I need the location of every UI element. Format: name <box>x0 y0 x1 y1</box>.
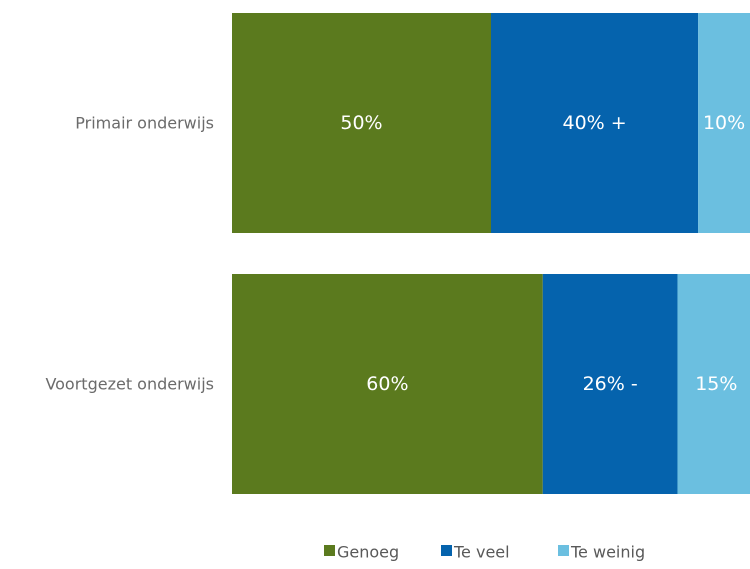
legend-swatch-te-weinig <box>558 545 569 556</box>
legend-label-te-weinig: Te weinig <box>570 543 645 562</box>
category-label-voortgezet-onderwijs: Voortgezet onderwijs <box>45 375 214 394</box>
bar-primair-onderwijs-genoeg <box>232 13 491 233</box>
legend-swatch-genoeg <box>324 545 335 556</box>
legend-label-te-veel: Te veel <box>453 543 510 562</box>
legend-label-genoeg: Genoeg <box>337 543 399 562</box>
data-label-voortgezet-onderwijs-genoeg: 60% <box>366 373 408 395</box>
bar-primair-onderwijs-te-weinig <box>698 13 750 233</box>
legend-swatch-te-veel <box>441 545 452 556</box>
bar-primair-onderwijs-te-veel <box>491 13 699 233</box>
data-label-voortgezet-onderwijs-te-weinig: 15% <box>695 373 737 395</box>
bar-voortgezet-onderwijs-te-weinig <box>677 274 750 494</box>
data-label-primair-onderwijs-te-veel: 40% + <box>562 112 626 134</box>
bar-voortgezet-onderwijs-te-veel <box>542 274 678 494</box>
bars-layer: 50% 40% + 10% 60% 26% - 15% <box>232 13 750 494</box>
data-label-voortgezet-onderwijs-te-veel: 26% - <box>583 373 638 395</box>
bar-voortgezet-onderwijs-genoeg <box>232 274 543 494</box>
data-label-primair-onderwijs-genoeg: 50% <box>340 112 382 134</box>
category-labels-layer: Primair onderwijs Voortgezet onderwijs <box>45 114 214 394</box>
legend: Genoeg Te veel Te weinig <box>324 543 645 562</box>
data-label-primair-onderwijs-te-weinig: 10% <box>703 112 745 134</box>
category-label-primair-onderwijs: Primair onderwijs <box>75 114 214 133</box>
